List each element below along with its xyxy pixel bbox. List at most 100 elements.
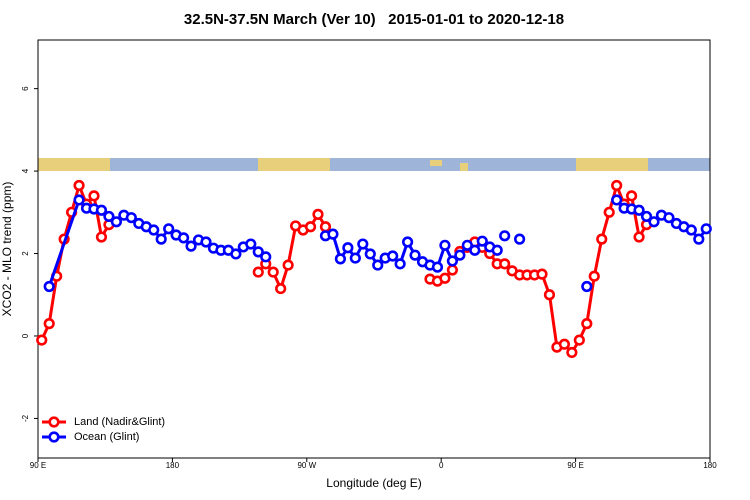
data-point xyxy=(439,239,451,251)
land-strip xyxy=(460,163,468,171)
data-point xyxy=(88,190,100,202)
data-point xyxy=(596,233,608,245)
data-point xyxy=(282,259,294,271)
land-strip xyxy=(430,160,442,166)
y-tick-label: 2 xyxy=(21,251,30,256)
data-point xyxy=(304,221,317,233)
data-point xyxy=(319,221,332,233)
legend-marker xyxy=(48,431,60,443)
data-point xyxy=(230,248,242,260)
data-point xyxy=(95,231,108,243)
data-point xyxy=(476,235,488,247)
data-point xyxy=(387,250,399,262)
data-point xyxy=(163,223,175,235)
data-point xyxy=(372,259,384,271)
y-tick-label: 0 xyxy=(21,333,30,338)
data-point xyxy=(312,208,324,220)
data-point xyxy=(640,210,653,223)
plot-frame xyxy=(37,39,711,459)
data-point xyxy=(409,249,421,261)
data-point xyxy=(73,179,85,192)
data-point xyxy=(566,346,578,359)
data-point xyxy=(461,239,473,251)
data-point xyxy=(342,242,354,254)
data-point xyxy=(260,251,272,263)
legend-label: Ocean (Glint) xyxy=(74,431,139,443)
data-point xyxy=(499,258,511,270)
data-point xyxy=(693,233,705,245)
legend-label: Land (Nadir&Glint) xyxy=(74,416,165,428)
data-point xyxy=(200,236,212,248)
data-point xyxy=(252,266,264,278)
data-point xyxy=(275,282,287,295)
x-axis-label: Longitude (deg E) xyxy=(326,476,421,490)
data-point xyxy=(43,280,55,293)
data-point xyxy=(648,216,660,228)
chart-title: 32.5N-37.5N March (Ver 10) 2015-01-01 to… xyxy=(184,11,564,28)
land-ocean-strip xyxy=(38,158,710,171)
data-point xyxy=(394,258,406,270)
y-tick-label: -2 xyxy=(21,414,30,422)
data-point xyxy=(611,194,623,206)
data-point xyxy=(611,179,623,192)
data-point xyxy=(327,228,339,240)
data-point xyxy=(446,255,459,267)
legend-entry: Land (Nadir&Glint) xyxy=(42,416,165,428)
data-point xyxy=(178,232,190,244)
data-point xyxy=(349,252,361,264)
ocean-strip xyxy=(38,158,710,171)
data-point xyxy=(73,194,85,206)
data-point xyxy=(499,230,511,242)
land-strip xyxy=(258,158,330,171)
data-point xyxy=(700,223,712,235)
legend-marker xyxy=(48,416,60,428)
data-point xyxy=(513,233,526,245)
data-point xyxy=(454,249,466,261)
data-point xyxy=(603,206,615,218)
data-point xyxy=(581,280,593,293)
data-point xyxy=(252,246,264,258)
data-point xyxy=(110,216,122,228)
data-point xyxy=(558,338,571,350)
data-point xyxy=(43,318,55,330)
data-point xyxy=(267,266,279,278)
data-point xyxy=(148,224,160,236)
data-point xyxy=(125,212,137,224)
data-point xyxy=(685,224,697,236)
data-point xyxy=(155,233,167,245)
data-point xyxy=(245,238,257,250)
data-point xyxy=(625,190,638,202)
x-tick-label: 0 xyxy=(439,461,444,470)
data-point xyxy=(357,238,369,250)
legend-entry: Ocean (Glint) xyxy=(42,431,139,443)
data-point xyxy=(439,272,451,284)
y-tick-label: 6 xyxy=(21,86,30,91)
x-tick-label: 90 W xyxy=(297,461,316,470)
data-point xyxy=(573,334,585,346)
data-point xyxy=(581,318,593,330)
x-tick-label: 180 xyxy=(703,461,717,470)
data-point xyxy=(536,268,548,280)
data-point xyxy=(364,248,376,260)
data-point xyxy=(95,204,108,216)
data-point xyxy=(588,270,600,282)
data-point xyxy=(491,244,503,256)
x-tick-label: 90 E xyxy=(567,461,583,470)
series xyxy=(43,194,712,293)
data-point xyxy=(633,204,645,216)
data-point xyxy=(633,231,645,243)
data-point xyxy=(36,334,48,346)
data-point xyxy=(543,289,556,301)
data-point xyxy=(185,240,197,252)
x-tick-label: 180 xyxy=(166,461,180,470)
data-point xyxy=(446,264,459,276)
data-point xyxy=(469,244,481,256)
land-strip xyxy=(576,158,648,171)
data-point xyxy=(431,261,444,273)
y-axis-label: XCO2 - MLO trend (ppm) xyxy=(0,182,14,317)
data-point xyxy=(334,253,347,265)
data-point xyxy=(103,210,115,223)
data-point xyxy=(402,236,414,248)
